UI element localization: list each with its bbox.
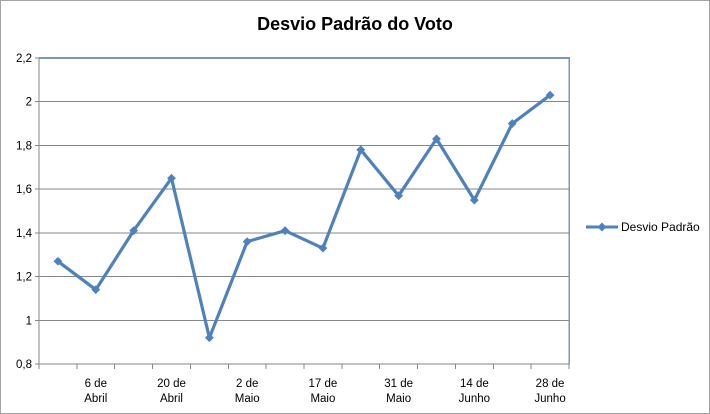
data-point — [167, 173, 176, 183]
data-point — [356, 145, 366, 155]
x-axis-label: 14 de Junho — [459, 378, 490, 405]
x-axis-label: 17 de Maio — [309, 378, 338, 405]
data-point — [242, 237, 252, 246]
y-axis-label: 2,2 — [16, 53, 32, 65]
y-axis-label: 1,8 — [16, 140, 32, 152]
data-point — [507, 119, 517, 128]
x-axis-label: 6 de Abril — [84, 378, 107, 405]
x-axis-label: 20 de Abril — [157, 378, 186, 405]
data-point — [432, 134, 441, 144]
x-axis-label: 31 de Maio — [384, 378, 413, 405]
legend-label: Desvio Padrão — [621, 220, 700, 234]
data-point — [394, 191, 404, 201]
x-axis-label: 28 de Junho — [534, 378, 565, 405]
data-point — [91, 285, 101, 295]
data-point — [53, 256, 63, 266]
data-point — [129, 226, 139, 236]
legend-line-marker-icon — [586, 222, 618, 232]
chart-title: Desvio Padrão do Voto — [257, 14, 453, 34]
y-axis-label: 1,4 — [16, 228, 33, 240]
y-axis-label: 1,2 — [16, 272, 32, 284]
data-point — [204, 333, 214, 343]
data-point — [545, 90, 555, 100]
data-point — [469, 195, 479, 205]
y-axis-label: 0,8 — [16, 359, 32, 371]
data-point — [280, 226, 290, 236]
y-axis-label: 2 — [26, 97, 32, 109]
x-axis-label: 2 de Maio — [235, 378, 260, 405]
y-axis-label: 1,6 — [16, 184, 32, 196]
y-axis-label: 1 — [26, 315, 32, 327]
series-line — [56, 93, 552, 340]
data-point — [318, 243, 328, 253]
chart-legend: Desvio Padrão — [585, 220, 700, 234]
